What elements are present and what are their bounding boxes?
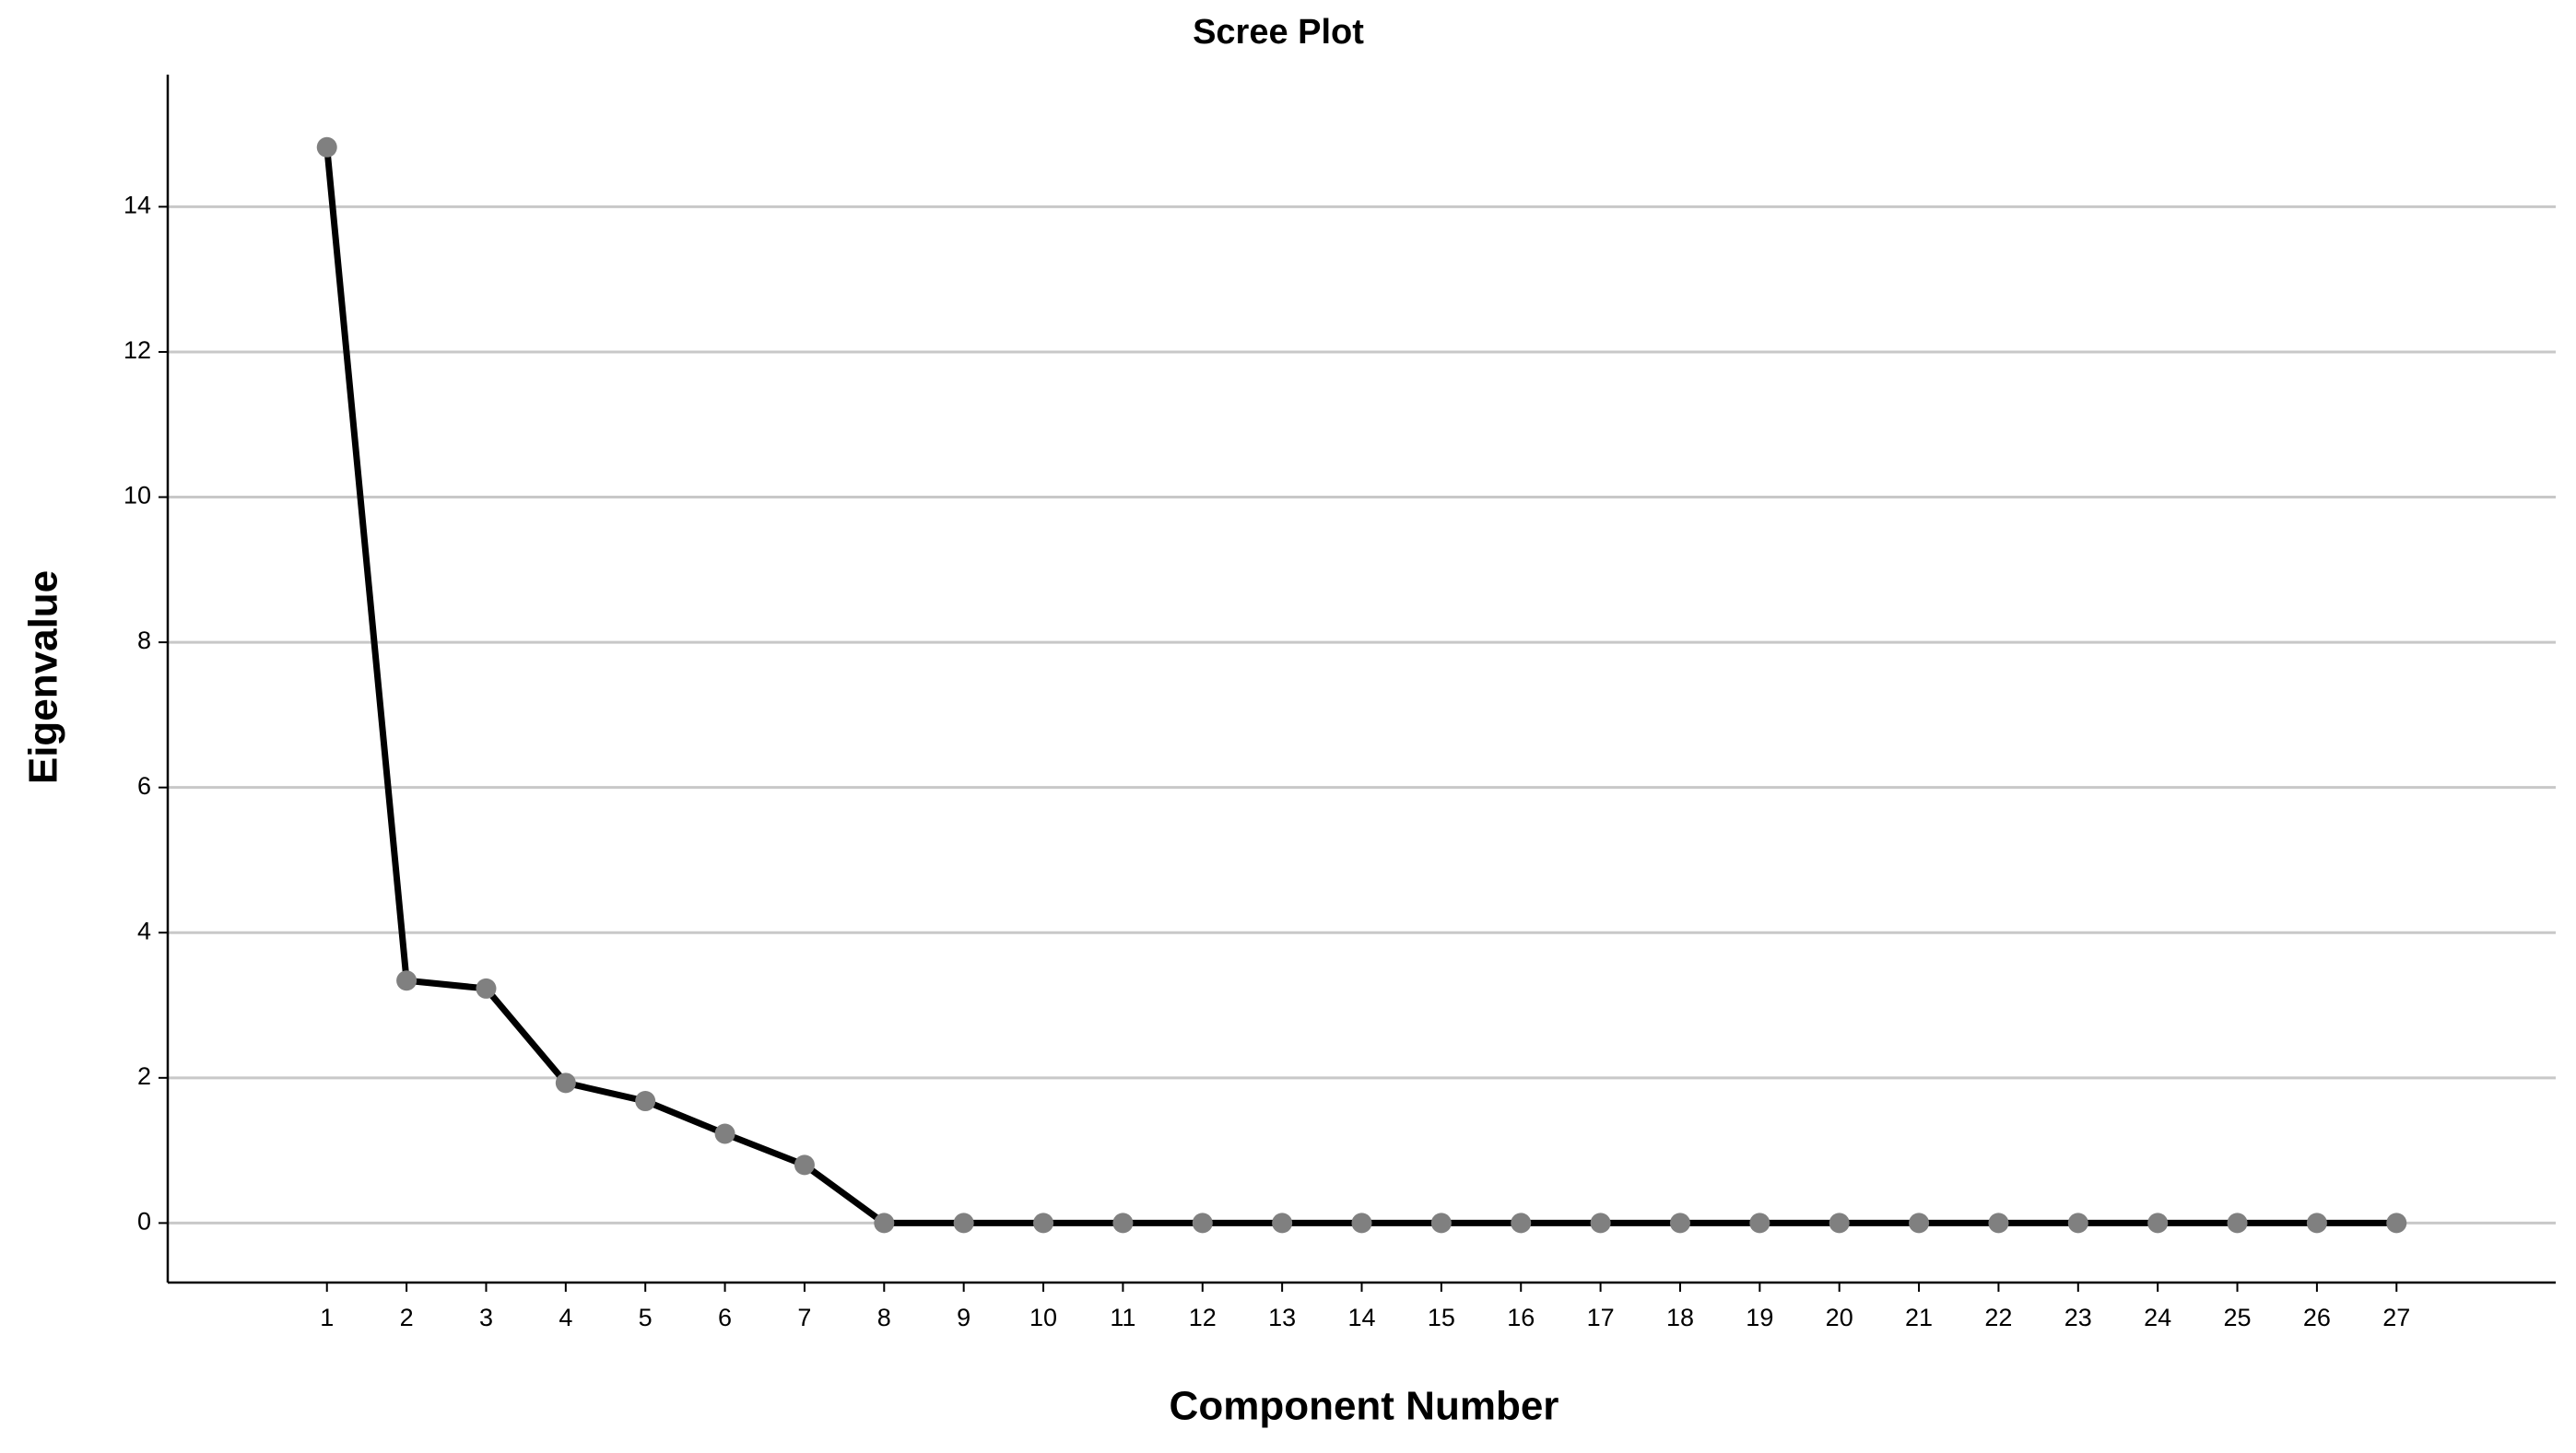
point [476, 978, 497, 999]
x-axis-title: Component Number [1170, 1384, 1559, 1429]
x-tick-label: 14 [1347, 1304, 1375, 1331]
point [2067, 1213, 2088, 1234]
x-tick-label: 10 [1029, 1304, 1057, 1331]
point [2147, 1213, 2169, 1234]
point [1272, 1213, 1293, 1234]
y-tick-label: 12 [124, 336, 151, 364]
y-tick-label: 10 [124, 482, 151, 510]
scree-line [323, 146, 2397, 1226]
point [1669, 1213, 1690, 1234]
y-tick-label: 4 [137, 917, 151, 944]
point [1909, 1213, 1930, 1234]
point [714, 1123, 735, 1144]
point [2386, 1213, 2407, 1234]
point [1829, 1213, 1850, 1234]
x-tick-label: 1 [320, 1304, 334, 1331]
x-tick-label: 22 [1984, 1304, 2012, 1331]
x-tick-label: 12 [1189, 1304, 1217, 1331]
x-tick-label: 5 [639, 1304, 653, 1331]
point [1511, 1213, 1532, 1234]
point [953, 1213, 974, 1234]
x-tick-label: 17 [1587, 1304, 1615, 1331]
x-tick-label: 18 [1666, 1304, 1694, 1331]
x-tick-label: 3 [479, 1304, 493, 1331]
point [1749, 1213, 1770, 1234]
point [1590, 1213, 1611, 1234]
x-tick-label: 23 [2064, 1304, 2092, 1331]
chart-title: Scree Plot [1193, 13, 1364, 52]
point [316, 136, 337, 158]
point [874, 1213, 895, 1234]
point [1033, 1213, 1054, 1234]
point [2306, 1213, 2327, 1234]
y-tick-label: 6 [137, 772, 151, 800]
point [1112, 1213, 1134, 1234]
point [1430, 1213, 1452, 1234]
x-tick-label: 21 [1905, 1304, 1933, 1331]
x-tick-label: 9 [957, 1304, 970, 1331]
x-tick-label: 11 [1110, 1304, 1135, 1331]
x-tick-label: 13 [1268, 1304, 1296, 1331]
y-tick-label: 0 [137, 1208, 151, 1236]
y-tick-label: 14 [124, 192, 151, 219]
point [396, 970, 418, 991]
x-tick-label: 16 [1507, 1304, 1535, 1331]
y-axis-title: Eigenvalue [21, 570, 66, 784]
x-tick-label: 26 [2303, 1304, 2331, 1331]
point [635, 1091, 656, 1112]
x-tick-label: 27 [2382, 1304, 2410, 1331]
x-tick-label: 8 [877, 1304, 891, 1331]
x-tick-label: 4 [559, 1304, 572, 1331]
point [1988, 1213, 2009, 1234]
x-tick-label: 15 [1428, 1304, 1455, 1331]
point [794, 1154, 815, 1176]
point [1351, 1213, 1372, 1234]
x-tick-label: 2 [400, 1304, 414, 1331]
point [555, 1072, 576, 1094]
point [1192, 1213, 1213, 1234]
y-tick-label: 2 [137, 1062, 151, 1090]
x-tick-label: 19 [1746, 1304, 1773, 1331]
point [2227, 1213, 2248, 1234]
x-tick-label: 20 [1826, 1304, 1853, 1331]
x-tick-label: 25 [2224, 1304, 2252, 1331]
x-tick-label: 7 [797, 1304, 811, 1331]
x-tick-label: 6 [718, 1304, 732, 1331]
y-tick-label: 8 [137, 627, 151, 654]
x-tick-label: 24 [2144, 1304, 2171, 1331]
